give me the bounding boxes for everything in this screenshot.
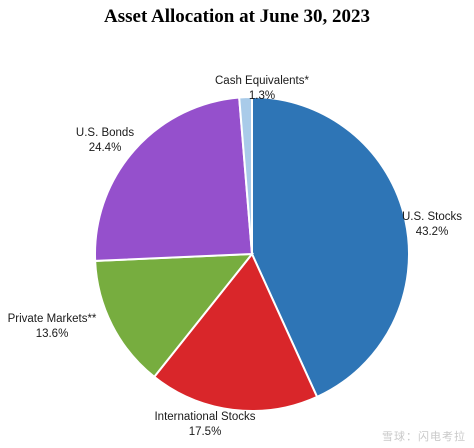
label-international-stocks: International Stocks 17.5% bbox=[140, 410, 270, 440]
label-private-markets: Private Markets** 13.6% bbox=[0, 312, 104, 342]
label-international-stocks-name: International Stocks bbox=[154, 411, 256, 423]
pie-slice-international-stocks bbox=[152, 252, 319, 412]
label-international-stocks-value: 17.5% bbox=[188, 426, 222, 438]
chart-title: Asset Allocation at June 30, 2023 bbox=[104, 6, 370, 27]
label-private-markets-name: Private Markets** bbox=[7, 313, 97, 325]
pie-slice-private-markets bbox=[94, 252, 255, 379]
label-us-stocks-value: 43.2% bbox=[415, 226, 449, 238]
label-cash-equivalents: Cash Equivalents* 1.3% bbox=[202, 74, 322, 104]
watermark: 雪球：闪电考拉 bbox=[382, 431, 466, 443]
label-private-markets-value: 13.6% bbox=[35, 328, 69, 340]
label-us-stocks: U.S. Stocks 43.2% bbox=[390, 210, 474, 240]
label-us-stocks-name: U.S. Stocks bbox=[401, 211, 463, 223]
pie-slice-u-s-bonds bbox=[94, 96, 254, 262]
label-us-bonds-value: 24.4% bbox=[88, 142, 122, 154]
label-us-bonds-name: U.S. Bonds bbox=[75, 127, 135, 139]
pie-slice-cash-equivalents bbox=[238, 95, 253, 255]
pie-slice-u-s-stocks bbox=[251, 95, 410, 399]
label-cash-equivalents-name: Cash Equivalents* bbox=[215, 75, 309, 87]
label-cash-equivalents-value: 1.3% bbox=[248, 90, 276, 102]
label-us-bonds: U.S. Bonds 24.4% bbox=[55, 126, 155, 156]
